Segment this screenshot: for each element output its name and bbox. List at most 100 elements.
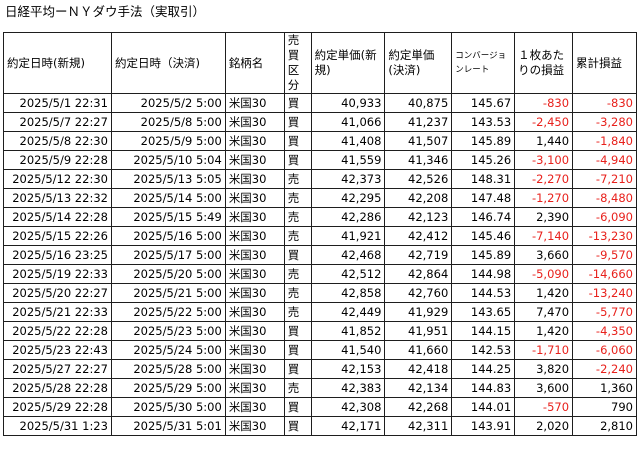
cell-conversion-rate: 146.74 xyxy=(451,207,516,227)
col-header-symbol: 銘柄名 xyxy=(224,32,285,94)
cell-cumulative-pnl: -6,090 xyxy=(572,207,637,227)
cell-open-price: 42,449 xyxy=(310,302,386,322)
cell-symbol: 米国30 xyxy=(224,112,285,132)
cell-close-price: 42,760 xyxy=(384,283,453,303)
table-row: 2025/5/13 22:32 2025/5/14 5:00 米国30 売 42,295… xyxy=(3,188,637,208)
cell-close-datetime: 2025/5/10 5:04 xyxy=(110,150,226,170)
cell-open-price: 41,852 xyxy=(310,321,386,341)
cell-open-datetime: 2025/5/21 22:33 xyxy=(3,302,112,322)
cell-symbol: 米国30 xyxy=(224,283,285,303)
cell-pnl-per-lot: -2,450 xyxy=(514,112,574,132)
cell-cumulative-pnl: -2,240 xyxy=(572,359,637,379)
cell-conversion-rate: 144.01 xyxy=(451,397,516,417)
cell-side: 売 xyxy=(283,188,312,208)
cell-close-price: 40,875 xyxy=(384,93,453,113)
cell-side: 買 xyxy=(283,112,312,132)
cell-pnl-per-lot: 2,020 xyxy=(514,416,574,436)
cell-symbol: 米国30 xyxy=(224,359,285,379)
cell-side: 買 xyxy=(283,416,312,436)
cell-open-datetime: 2025/5/9 22:28 xyxy=(3,150,112,170)
cell-conversion-rate: 144.98 xyxy=(451,264,516,284)
cell-open-price: 41,066 xyxy=(310,112,386,132)
cell-close-price: 42,526 xyxy=(384,169,453,189)
cell-conversion-rate: 143.53 xyxy=(451,112,516,132)
cell-symbol: 米国30 xyxy=(224,397,285,417)
cell-pnl-per-lot: -3,100 xyxy=(514,150,574,170)
table-row: 2025/5/23 22:43 2025/5/24 5:00 米国30 買 41,540… xyxy=(3,340,637,360)
cell-pnl-per-lot: -2,270 xyxy=(514,169,574,189)
cell-open-price: 42,286 xyxy=(310,207,386,227)
table-row: 2025/5/29 22:28 2025/5/30 5:00 米国30 買 42,308… xyxy=(3,397,637,417)
cell-symbol: 米国30 xyxy=(224,207,285,227)
cell-open-datetime: 2025/5/8 22:30 xyxy=(3,131,112,151)
table-row: 2025/5/20 22:27 2025/5/21 5:00 米国30 売 42,858… xyxy=(3,283,637,303)
cell-close-datetime: 2025/5/20 5:00 xyxy=(110,264,226,284)
cell-open-price: 42,512 xyxy=(310,264,386,284)
header-row: 約定日時(新規) 約定日時（決済) 銘柄名 売買区分 約定単価(新規) 約定単価… xyxy=(3,32,637,94)
table-row: 2025/5/27 22:27 2025/5/28 5:00 米国30 買 42,153… xyxy=(3,359,637,379)
cell-pnl-per-lot: 1,420 xyxy=(514,283,574,303)
cell-side: 売 xyxy=(283,283,312,303)
cell-open-price: 42,383 xyxy=(310,378,386,398)
cell-side: 売 xyxy=(283,226,312,246)
table-row: 2025/5/15 22:26 2025/5/16 5:00 米国30 売 41,921… xyxy=(3,226,637,246)
cell-side: 買 xyxy=(283,340,312,360)
cell-conversion-rate: 147.48 xyxy=(451,188,516,208)
cell-conversion-rate: 144.83 xyxy=(451,378,516,398)
cell-close-datetime: 2025/5/31 5:01 xyxy=(110,416,226,436)
col-header-side: 売買区分 xyxy=(283,32,312,94)
cell-conversion-rate: 143.65 xyxy=(451,302,516,322)
cell-cumulative-pnl: 2,810 xyxy=(572,416,637,436)
cell-symbol: 米国30 xyxy=(224,93,285,113)
cell-close-price: 42,134 xyxy=(384,378,453,398)
cell-cumulative-pnl: -1,840 xyxy=(572,131,637,151)
cell-cumulative-pnl: -7,210 xyxy=(572,169,637,189)
col-header-conversion-rate: コンバージョンレート xyxy=(451,32,516,94)
cell-open-datetime: 2025/5/23 22:43 xyxy=(3,340,112,360)
cell-pnl-per-lot: 3,820 xyxy=(514,359,574,379)
cell-symbol: 米国30 xyxy=(224,245,285,265)
cell-open-price: 41,559 xyxy=(310,150,386,170)
cell-open-datetime: 2025/5/31 1:23 xyxy=(3,416,112,436)
cell-cumulative-pnl: -5,770 xyxy=(572,302,637,322)
cell-side: 買 xyxy=(283,397,312,417)
cell-pnl-per-lot: 3,660 xyxy=(514,245,574,265)
cell-pnl-per-lot: -570 xyxy=(514,397,574,417)
cell-close-datetime: 2025/5/17 5:00 xyxy=(110,245,226,265)
cell-close-price: 42,719 xyxy=(384,245,453,265)
col-header-close-datetime: 約定日時（決済) xyxy=(110,32,226,94)
cell-pnl-per-lot: -1,270 xyxy=(514,188,574,208)
table-row: 2025/5/14 22:28 2025/5/15 5:49 米国30 売 42,286… xyxy=(3,207,637,227)
trade-table: 約定日時(新規) 約定日時（決済) 銘柄名 売買区分 約定単価(新規) 約定単価… xyxy=(3,32,637,436)
cell-open-datetime: 2025/5/7 22:27 xyxy=(3,112,112,132)
table-row: 2025/5/28 22:28 2025/5/29 5:00 米国30 売 42,383… xyxy=(3,378,637,398)
cell-conversion-rate: 145.89 xyxy=(451,245,516,265)
cell-close-datetime: 2025/5/2 5:00 xyxy=(110,93,226,113)
cell-side: 売 xyxy=(283,378,312,398)
cell-conversion-rate: 145.26 xyxy=(451,150,516,170)
table-row: 2025/5/22 22:28 2025/5/23 5:00 米国30 買 41,852… xyxy=(3,321,637,341)
cell-open-price: 42,373 xyxy=(310,169,386,189)
table-row: 2025/5/1 22:31 2025/5/2 5:00 米国30 買 40,933 40… xyxy=(3,93,637,113)
cell-close-price: 41,660 xyxy=(384,340,453,360)
cell-conversion-rate: 144.15 xyxy=(451,321,516,341)
cell-conversion-rate: 145.89 xyxy=(451,131,516,151)
cell-open-datetime: 2025/5/12 22:30 xyxy=(3,169,112,189)
cell-symbol: 米国30 xyxy=(224,264,285,284)
cell-open-price: 41,540 xyxy=(310,340,386,360)
cell-symbol: 米国30 xyxy=(224,378,285,398)
cell-symbol: 米国30 xyxy=(224,340,285,360)
cell-cumulative-pnl: -13,230 xyxy=(572,226,637,246)
cell-close-datetime: 2025/5/14 5:00 xyxy=(110,188,226,208)
cell-open-price: 42,295 xyxy=(310,188,386,208)
cell-open-datetime: 2025/5/1 22:31 xyxy=(3,93,112,113)
cell-symbol: 米国30 xyxy=(224,188,285,208)
cell-open-price: 41,921 xyxy=(310,226,386,246)
cell-open-datetime: 2025/5/28 22:28 xyxy=(3,378,112,398)
cell-pnl-per-lot: -1,710 xyxy=(514,340,574,360)
cell-pnl-per-lot: 2,390 xyxy=(514,207,574,227)
trade-rows: 2025/5/1 22:31 2025/5/2 5:00 米国30 買 40,933 40… xyxy=(3,93,637,436)
cell-cumulative-pnl: 1,360 xyxy=(572,378,637,398)
cell-close-datetime: 2025/5/29 5:00 xyxy=(110,378,226,398)
cell-close-price: 41,507 xyxy=(384,131,453,151)
